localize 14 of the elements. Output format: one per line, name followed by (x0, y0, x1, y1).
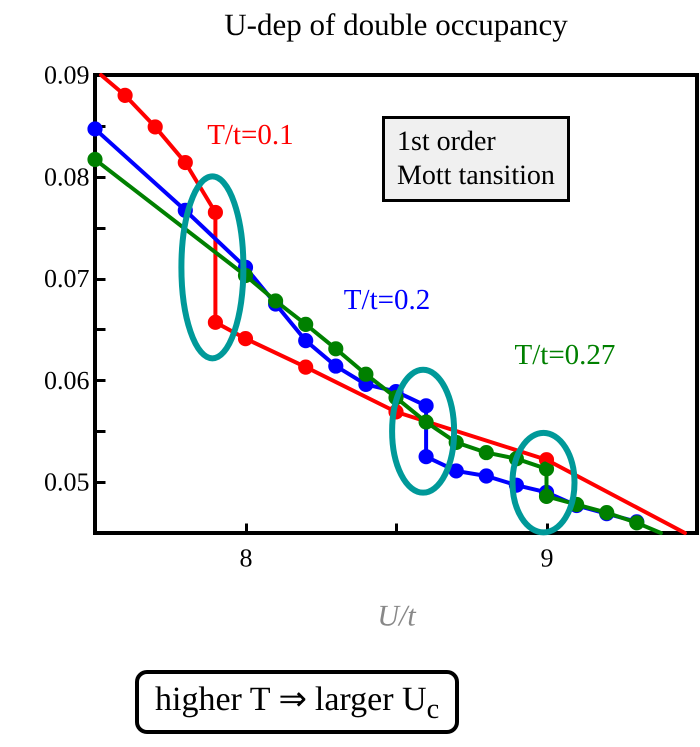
y-tick-label: 0.07 (44, 264, 90, 294)
y-tick-label: 0.09 (44, 60, 90, 90)
x-tick-label: 9 (540, 544, 554, 572)
series-label: T/t=0.2 (344, 284, 430, 316)
annotation: 1st order Mott tansition (382, 116, 570, 202)
text: higher T ⇒ larger U$_{c}$ (135, 670, 460, 734)
x-axis-title: U/t (377, 600, 416, 632)
x-tick-label: 8 (240, 544, 252, 572)
chart-title: U-dep of double occupancy (224, 7, 568, 42)
series-label: T/t=0.1 (207, 118, 294, 151)
y-tick-label: 0.05 (44, 468, 90, 497)
y-tick-label: 0.06 (44, 366, 90, 395)
text: T/t=0.27 (514, 338, 616, 371)
y-tick-label: 0.08 (44, 162, 90, 192)
